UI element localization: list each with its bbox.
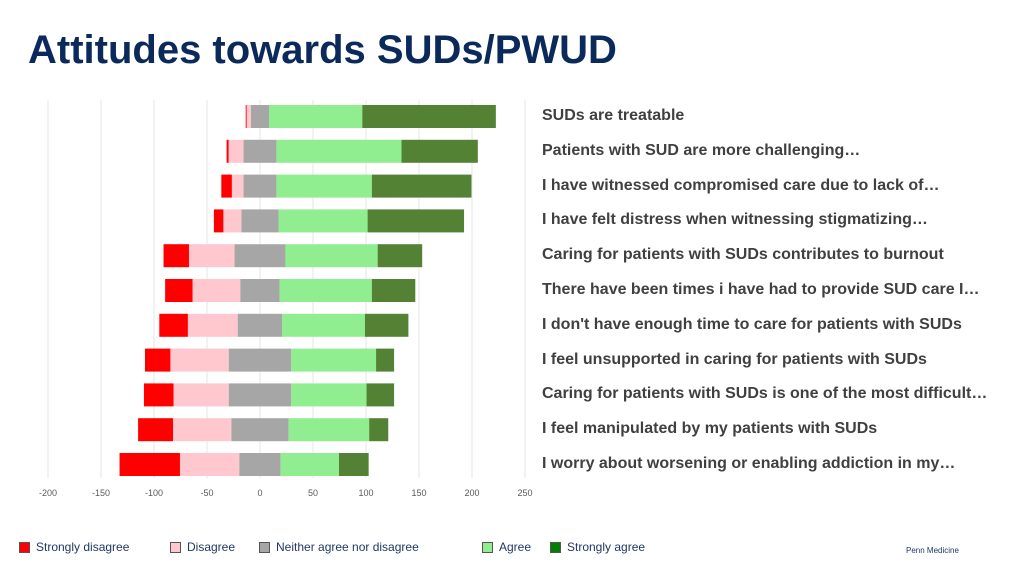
bar-strongly-agree xyxy=(377,244,423,268)
bar-disagree xyxy=(170,348,229,372)
x-tick-label: 50 xyxy=(308,488,318,498)
bar-strongly-agree xyxy=(338,453,369,476)
legend-item-strongly-agree: Strongly agree xyxy=(550,540,645,554)
bar-disagree xyxy=(188,244,235,268)
bar-strongly-disagree xyxy=(159,313,188,337)
bar-neutral xyxy=(239,453,281,476)
x-tick-label: 0 xyxy=(257,488,262,498)
bar-agree xyxy=(279,279,372,302)
bar-strongly-disagree xyxy=(143,383,174,407)
x-tick-label: -200 xyxy=(39,488,57,498)
bar-disagree xyxy=(179,453,240,476)
bar-neutral xyxy=(228,383,292,407)
x-tick-label: -150 xyxy=(92,488,110,498)
bar-strongly-disagree xyxy=(245,105,247,128)
bar-strongly-agree xyxy=(371,174,472,198)
bar-strongly-agree xyxy=(367,209,465,233)
bar-strongly-disagree xyxy=(119,453,180,476)
legend-item-agree: Agree xyxy=(482,540,531,554)
x-tick-label: 150 xyxy=(411,488,426,498)
bar-strongly-agree xyxy=(401,139,478,163)
bar-neutral xyxy=(241,209,279,233)
bar-agree xyxy=(291,383,367,407)
page-title: Attitudes towards SUDs/PWUD xyxy=(28,28,617,72)
bar-strongly-agree xyxy=(369,418,389,442)
bar-neutral xyxy=(231,418,289,442)
bar-disagree xyxy=(173,418,232,442)
legend-label-neutral: Neither agree nor disagree xyxy=(276,540,419,554)
category-label: I have felt distress when witnessing sti… xyxy=(542,211,928,229)
bar-strongly-disagree xyxy=(165,279,193,302)
x-tick-label: 200 xyxy=(464,488,479,498)
bar-neutral xyxy=(237,313,283,337)
legend-item-neutral: Neither agree nor disagree xyxy=(259,540,419,554)
bar-agree xyxy=(278,209,368,233)
bar-strongly-agree xyxy=(364,313,409,337)
bar-disagree xyxy=(173,383,229,407)
legend-label-disagree: Disagree xyxy=(187,540,236,554)
x-tick-label: 100 xyxy=(358,488,373,498)
bar-disagree xyxy=(231,174,244,198)
bar-neutral xyxy=(243,139,277,163)
bar-strongly-disagree xyxy=(221,174,232,198)
category-label: I feel manipulated by my patients with S… xyxy=(542,420,878,438)
legend-swatch-disagree xyxy=(170,541,181,553)
category-label: I don't have enough time to care for pat… xyxy=(542,315,962,333)
bar-agree xyxy=(291,348,377,372)
x-tick-label: -100 xyxy=(145,488,163,498)
bar-strongly-disagree xyxy=(213,209,224,233)
bar-neutral xyxy=(228,348,292,372)
category-label: SUDs are treatable xyxy=(542,107,685,124)
category-label: Caring for patients with SUDs contribute… xyxy=(542,246,944,264)
bar-disagree xyxy=(187,313,238,337)
category-label: Patients with SUD are more challenging… xyxy=(542,141,861,159)
bar-disagree xyxy=(246,105,251,128)
bar-neutral xyxy=(243,174,277,198)
category-label: I feel unsupported in caring for patient… xyxy=(542,350,927,368)
category-label: I worry about worsening or enabling addi… xyxy=(542,455,956,472)
bar-strongly-disagree xyxy=(138,418,174,442)
bar-agree xyxy=(276,174,372,198)
bar-agree xyxy=(280,453,339,476)
bar-strongly-agree xyxy=(366,383,395,407)
legend-swatch-neutral xyxy=(259,541,270,553)
legend-swatch-strongly-disagree xyxy=(19,541,30,553)
legend-swatch-agree xyxy=(482,541,493,553)
category-label: I have witnessed compromised care due to… xyxy=(542,176,940,194)
bar-agree xyxy=(276,139,402,163)
bar-strongly-disagree xyxy=(226,139,229,163)
bar-strongly-agree xyxy=(371,279,416,302)
legend-swatch-strongly-agree xyxy=(550,541,561,553)
category-label: Caring for patients with SUDs is one of … xyxy=(542,385,988,403)
bar-strongly-disagree xyxy=(163,244,189,268)
bar-neutral xyxy=(250,105,270,128)
legend-item-strongly-disagree: Strongly disagree xyxy=(19,540,129,554)
x-tick-label: 250 xyxy=(517,488,532,498)
category-label: There have been times i have had to prov… xyxy=(542,281,980,298)
bar-agree xyxy=(269,105,363,128)
legend-label-strongly-agree: Strongly agree xyxy=(567,540,646,554)
bar-neutral xyxy=(240,279,280,302)
bar-agree xyxy=(282,313,365,337)
bar-agree xyxy=(285,244,378,268)
bar-disagree xyxy=(192,279,241,302)
x-tick-label: -50 xyxy=(200,488,213,498)
legend-item-disagree: Disagree xyxy=(170,540,235,554)
bar-strongly-agree xyxy=(362,105,496,128)
bar-disagree xyxy=(223,209,242,233)
bar-strongly-disagree xyxy=(144,348,171,372)
legend-label-strongly-disagree: Strongly disagree xyxy=(36,540,130,554)
bar-neutral xyxy=(234,244,286,268)
bar-agree xyxy=(288,418,370,442)
bar-disagree xyxy=(228,139,244,163)
legend-label-agree: Agree xyxy=(499,540,532,554)
bar-strongly-agree xyxy=(376,348,395,372)
footer-brand: Penn Medicine xyxy=(906,546,959,555)
